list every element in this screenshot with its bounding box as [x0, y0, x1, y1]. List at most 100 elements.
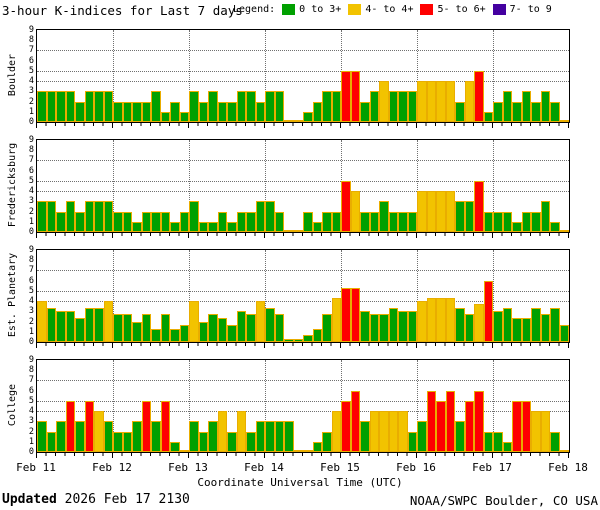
k-index-bar [46, 201, 56, 232]
y-tick-label: 3 [28, 306, 34, 317]
k-index-bar [122, 102, 132, 122]
x-axis-title: Coordinate Universal Time (UTC) [197, 476, 403, 489]
k-index-bar [208, 421, 218, 452]
k-index-bar [246, 432, 256, 452]
y-tick-label: 4 [28, 76, 34, 87]
y-tick-label: 6 [28, 275, 34, 286]
legend-item: 0 to 3+ [282, 4, 341, 15]
x-tick-label: Feb 16 [396, 461, 436, 474]
k-index-bar [322, 432, 332, 452]
legend-item: 7- to 9 [492, 4, 552, 15]
legend-swatch [492, 4, 506, 15]
k-index-bar [113, 314, 123, 342]
k-index-bar [426, 391, 436, 452]
y-tick-label: 1 [28, 216, 34, 227]
legend-item-label: 4- to 4+ [365, 4, 414, 15]
y-tick-label: 9 [28, 245, 34, 255]
legend-item-label: 0 to 3+ [299, 4, 342, 15]
legend-item: 5- to 6+ [420, 4, 486, 15]
day-gridline [417, 360, 418, 452]
k-index-bar [303, 450, 313, 452]
k-index-bar [331, 212, 341, 232]
k-index-bar [217, 102, 227, 122]
legend-label: Legend: [233, 4, 276, 15]
k-index-bar [236, 411, 246, 452]
k-index-bar [540, 314, 550, 342]
k-index-bar [160, 112, 170, 122]
k-index-bar [350, 191, 360, 232]
k-index-bar [493, 212, 503, 232]
legend-item-label: 7- to 9 [509, 4, 552, 15]
k-index-bar [170, 442, 180, 452]
y-tick-label: 7 [28, 265, 34, 276]
k-index-bar [540, 201, 550, 232]
y-tick-label: 0 [28, 337, 34, 347]
y-tick-label: 3 [28, 196, 34, 207]
chart-title: 3-hour K-indices for Last 7 days [2, 3, 243, 18]
k-index-bar [455, 201, 465, 232]
k-index-bar [255, 421, 265, 452]
x-tick-label: Feb 12 [92, 461, 132, 474]
day-gridline [493, 360, 494, 452]
k-index-bar [189, 201, 199, 232]
y-tick-label: 3 [28, 86, 34, 97]
panel-est-planetary [36, 249, 570, 343]
k-index-bar [113, 102, 123, 122]
k-index-bar [464, 201, 474, 232]
k-index-bar [521, 318, 531, 342]
day-gridline [265, 30, 266, 122]
k-index-bar [445, 81, 455, 122]
k-index-bar [559, 450, 569, 452]
legend-item: 4- to 4+ [348, 4, 413, 15]
k-index-bar [236, 212, 246, 232]
k-index-bar [388, 411, 398, 452]
panel-college [36, 359, 570, 453]
k-index-bar [388, 308, 398, 342]
k-index-bar [521, 91, 531, 122]
k-index-bar [208, 222, 218, 232]
k-index-bar [474, 391, 484, 452]
k-index-bar [284, 230, 294, 232]
k-index-bar [255, 301, 265, 342]
y-tick-label: 8 [28, 365, 34, 376]
k-index-bar [56, 91, 66, 122]
k-index-bar [236, 91, 246, 122]
panel-boulder [36, 29, 570, 123]
y-tick-label: 4 [28, 186, 34, 197]
k-index-bar [407, 311, 417, 342]
k-index-bar [75, 212, 85, 232]
k-index-bar [274, 421, 284, 452]
day-gridline [265, 360, 266, 452]
k-index-bar [464, 314, 474, 342]
k-index-bar [322, 314, 332, 342]
y-tick-label: 0 [28, 227, 34, 237]
k-index-bar [341, 401, 351, 452]
day-gridline [113, 30, 114, 122]
day-gridline [189, 140, 190, 232]
k-index-bar [369, 212, 379, 232]
k-index-bar [379, 81, 389, 122]
k-index-bar [540, 91, 550, 122]
k-index-bar [84, 201, 94, 232]
k-index-bar [531, 212, 541, 232]
day-gridline [417, 140, 418, 232]
y-tick-label: 6 [28, 55, 34, 66]
k-index-bar [312, 442, 322, 452]
day-gridline [493, 250, 494, 342]
x-tick-label: Feb 18 [548, 461, 588, 474]
k-index-bar [274, 314, 284, 342]
k-index-bar [369, 314, 379, 342]
k-index-bar [341, 71, 351, 122]
plot-area [37, 140, 569, 232]
k-index-bar [398, 411, 408, 452]
y-tick-label: 1 [28, 326, 34, 337]
chart-header: 3-hour K-indices for Last 7 days Legend:… [2, 2, 598, 18]
k-index-bar [398, 311, 408, 342]
y-tick-label: 8 [28, 145, 34, 156]
k-index-bar [483, 432, 493, 452]
k-index-bar [398, 91, 408, 122]
gridline-k7 [37, 380, 569, 382]
updated-timestamp: Updated 2026 Feb 17 2130 [2, 492, 190, 507]
updated-value: 2026 Feb 17 2130 [64, 492, 190, 507]
k-index-bar [160, 314, 170, 342]
